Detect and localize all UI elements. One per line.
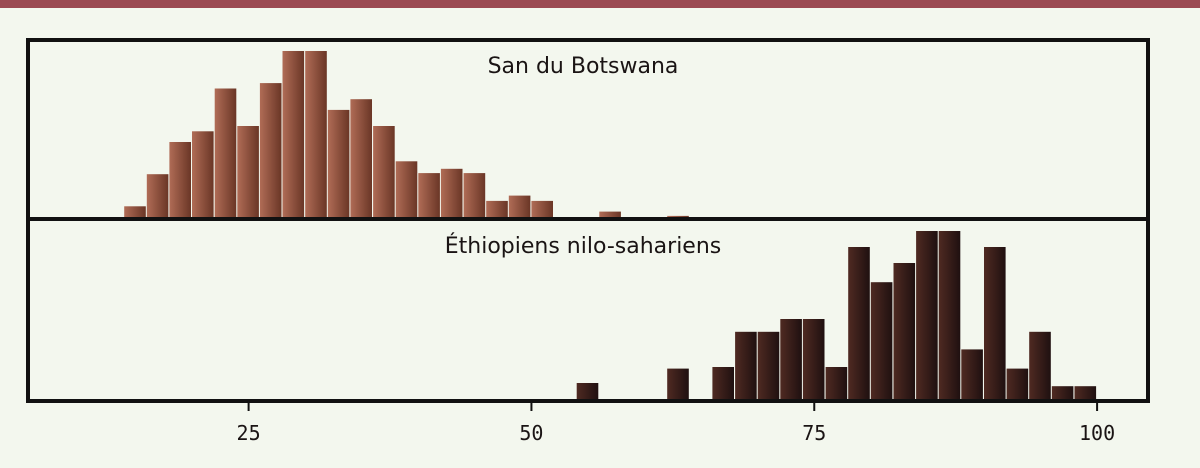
x-axis: 25 50 75 100 <box>237 401 1115 445</box>
san-histogram-bar <box>192 131 214 217</box>
x-tick-label: 75 <box>802 421 826 445</box>
san-histogram-bar <box>282 51 305 217</box>
ethiopian-histogram-bar <box>870 282 893 399</box>
san-histogram-bar <box>531 200 553 217</box>
ethiopian-panel-title: Éthiopiens nilo-sahariens <box>445 233 722 259</box>
ethiopian-histogram-bars <box>576 231 1097 399</box>
san-histogram-bar <box>486 200 508 217</box>
san-histogram-bar <box>508 195 531 217</box>
ethiopian-histogram-bar <box>825 367 848 399</box>
ethiopian-histogram-bar <box>1074 386 1097 399</box>
ethiopian-histogram-bar <box>757 331 780 399</box>
san-histogram-bar <box>667 215 689 217</box>
ethiopian-histogram-bar <box>780 319 802 399</box>
san-histogram-bar <box>305 51 327 217</box>
san-panel-title: San du Botswana <box>488 54 679 79</box>
x-tick-label: 25 <box>237 421 261 445</box>
san-histogram-bar <box>373 126 395 217</box>
ethiopian-histogram-bar <box>848 247 870 399</box>
ethiopian-histogram-bar <box>916 231 938 399</box>
san-histogram-bar <box>463 173 486 217</box>
ethiopian-histogram-bar <box>893 263 916 399</box>
san-histogram-bar <box>169 142 191 217</box>
ethiopian-histogram-bar <box>1006 368 1029 399</box>
ethiopian-histogram-bar <box>802 319 825 399</box>
san-histogram-bar <box>259 83 282 217</box>
san-histogram-bar <box>418 173 440 217</box>
ethiopian-histogram-bar <box>735 331 757 399</box>
san-histogram-bar <box>327 109 350 217</box>
x-tick-label: 50 <box>519 421 543 445</box>
ethiopian-histogram-bar <box>984 247 1006 399</box>
san-histogram-bar <box>599 211 621 217</box>
san-histogram-bars <box>124 51 689 217</box>
san-histogram-bar <box>124 206 146 217</box>
ethiopian-histogram-bar <box>961 349 983 399</box>
san-histogram-bar <box>440 168 463 217</box>
ethiopian-histogram-bar <box>667 368 689 399</box>
san-histogram-bar <box>237 126 259 217</box>
ethiopian-histogram-bar <box>1051 386 1074 399</box>
x-tick-label: 100 <box>1079 421 1115 445</box>
san-histogram-bar <box>350 99 372 217</box>
san-histogram-bar <box>146 174 169 217</box>
top-accent-stripe <box>0 0 1200 8</box>
ethiopian-histogram-bar <box>576 383 599 399</box>
ethiopian-histogram-bar <box>938 231 961 399</box>
ethiopian-histogram-bar <box>712 367 734 399</box>
san-histogram-bar <box>395 161 418 217</box>
ethiopian-histogram-bar <box>1029 331 1051 399</box>
san-histogram-bar <box>214 88 237 217</box>
